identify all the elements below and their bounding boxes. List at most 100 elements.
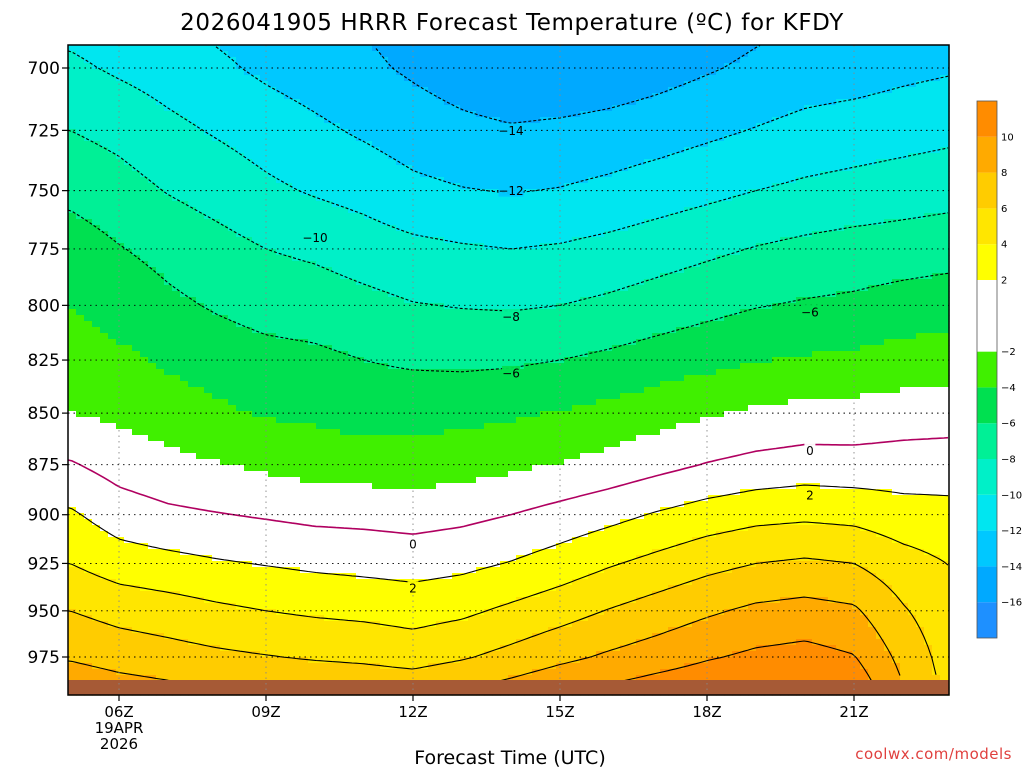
field-cell bbox=[228, 327, 237, 334]
field-cell bbox=[116, 183, 125, 190]
field-cell bbox=[84, 105, 93, 112]
field-cell bbox=[364, 129, 373, 136]
field-cell bbox=[420, 171, 429, 178]
field-cell bbox=[372, 381, 381, 388]
field-cell bbox=[140, 135, 149, 142]
field-cell bbox=[332, 105, 341, 112]
field-cell bbox=[340, 495, 349, 502]
field-cell bbox=[316, 303, 325, 310]
field-cell bbox=[372, 81, 381, 88]
field-cell bbox=[68, 453, 77, 460]
field-cell bbox=[84, 81, 93, 88]
field-cell bbox=[116, 573, 125, 580]
field-cell bbox=[404, 411, 413, 418]
field-cell bbox=[300, 147, 309, 154]
field-cell bbox=[276, 501, 285, 508]
field-cell bbox=[124, 321, 133, 328]
field-cell bbox=[244, 423, 253, 430]
field-cell bbox=[348, 675, 357, 682]
field-cell bbox=[172, 63, 181, 70]
field-cell bbox=[164, 393, 173, 400]
field-cell bbox=[100, 351, 109, 358]
field-cell bbox=[428, 321, 437, 328]
field-cell bbox=[228, 369, 237, 376]
field-cell bbox=[284, 63, 293, 70]
field-cell bbox=[220, 255, 229, 262]
field-cell bbox=[148, 387, 157, 394]
field-cell bbox=[420, 69, 429, 76]
field-cell bbox=[188, 651, 197, 658]
field-cell bbox=[396, 621, 405, 628]
field-cell bbox=[372, 285, 381, 292]
field-cell bbox=[404, 405, 413, 412]
field-cell bbox=[68, 75, 77, 82]
field-cell bbox=[84, 87, 93, 94]
field-cell bbox=[156, 153, 165, 160]
field-cell bbox=[220, 57, 229, 64]
field-cell bbox=[236, 141, 245, 148]
field-cell bbox=[292, 177, 301, 184]
field-cell bbox=[236, 279, 245, 286]
field-cell bbox=[364, 405, 373, 412]
field-cell bbox=[132, 525, 141, 532]
field-cell bbox=[252, 585, 261, 592]
field-cell bbox=[244, 315, 253, 322]
field-cell bbox=[348, 267, 357, 274]
field-cell bbox=[68, 153, 77, 160]
field-cell bbox=[428, 93, 437, 100]
field-cell bbox=[164, 345, 173, 352]
field-cell bbox=[132, 501, 141, 508]
field-cell bbox=[300, 201, 309, 208]
field-cell bbox=[396, 261, 405, 268]
field-cell bbox=[340, 135, 349, 142]
field-cell bbox=[148, 429, 157, 436]
field-cell bbox=[396, 147, 405, 154]
field-cell bbox=[204, 591, 213, 598]
field-cell bbox=[68, 291, 77, 298]
field-cell bbox=[76, 135, 85, 142]
field-cell bbox=[108, 309, 117, 316]
field-cell bbox=[108, 543, 117, 550]
field-cell bbox=[396, 297, 405, 304]
field-cell bbox=[220, 561, 229, 568]
field-cell bbox=[196, 273, 205, 280]
field-cell bbox=[420, 123, 429, 130]
field-cell bbox=[316, 663, 325, 670]
field-cell bbox=[108, 585, 117, 592]
field-cell bbox=[364, 459, 373, 466]
field-cell bbox=[172, 609, 181, 616]
field-cell bbox=[220, 579, 229, 586]
field-cell bbox=[68, 603, 77, 610]
field-cell bbox=[356, 603, 365, 610]
field-cell bbox=[140, 273, 149, 280]
field-cell bbox=[156, 399, 165, 406]
field-cell bbox=[220, 429, 229, 436]
field-cell bbox=[284, 333, 293, 340]
field-cell bbox=[84, 639, 93, 646]
field-cell bbox=[332, 423, 341, 430]
field-cell bbox=[340, 105, 349, 112]
field-cell bbox=[204, 489, 213, 496]
field-cell bbox=[172, 183, 181, 190]
field-cell bbox=[172, 81, 181, 88]
field-cell bbox=[252, 237, 261, 244]
field-cell bbox=[108, 519, 117, 526]
field-cell bbox=[388, 225, 397, 232]
field-cell bbox=[204, 417, 213, 424]
field-cell bbox=[220, 177, 229, 184]
field-cell bbox=[420, 243, 429, 250]
field-cell bbox=[348, 489, 357, 496]
field-cell bbox=[92, 405, 101, 412]
field-cell bbox=[156, 219, 165, 226]
field-cell bbox=[308, 141, 317, 148]
field-cell bbox=[332, 159, 341, 166]
field-cell bbox=[84, 525, 93, 532]
field-cell bbox=[324, 357, 333, 364]
field-cell bbox=[348, 537, 357, 544]
field-cell bbox=[292, 213, 301, 220]
field-cell bbox=[428, 555, 437, 562]
field-cell bbox=[212, 147, 221, 154]
field-cell bbox=[116, 501, 125, 508]
field-cell bbox=[348, 165, 357, 172]
field-cell bbox=[308, 63, 317, 70]
